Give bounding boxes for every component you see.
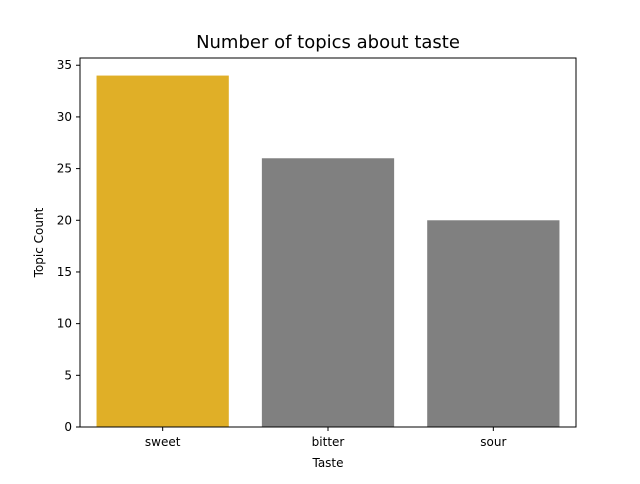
y-tick-label: 15 [57, 265, 72, 279]
x-axis-label: Taste [311, 456, 343, 470]
bar-group [96, 75, 560, 428]
plot-frame [79, 57, 577, 428]
x-tick-label: sour [480, 435, 506, 449]
x-tick-label: sweet [145, 435, 181, 449]
y-axis-ticks: 0 5 10 15 20 25 30 35 [57, 58, 80, 434]
x-axis-ticks: sweet bitter sour [145, 427, 506, 449]
y-tick-label: 5 [64, 368, 72, 382]
bar-bitter [261, 158, 395, 427]
bar-sweet [96, 75, 229, 428]
y-tick-label: 25 [57, 162, 72, 176]
y-tick-label: 0 [64, 420, 72, 434]
y-tick-label: 10 [57, 317, 72, 331]
chart-title: Number of topics about taste [196, 32, 460, 53]
bar-sour [427, 220, 560, 427]
x-tick-label: bitter [312, 435, 345, 449]
y-tick-label: 30 [57, 110, 72, 124]
y-axis-label: Topic Count [32, 207, 46, 278]
y-tick-label: 20 [57, 213, 72, 227]
y-tick-label: 35 [57, 58, 72, 72]
